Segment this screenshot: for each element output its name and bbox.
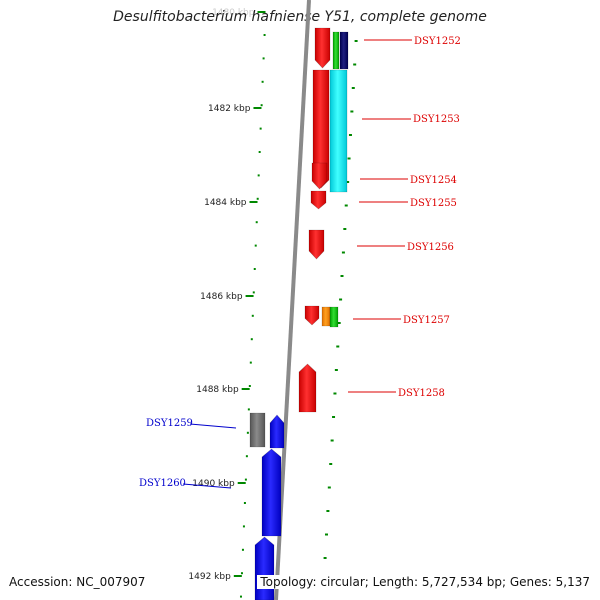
gene-dsy1256[interactable] [308,229,325,260]
gene-label-dsy1257[interactable]: DSY1257 [353,315,450,326]
ruler-tick [253,107,262,109]
gene-label-text: DSY1252 [414,36,461,47]
gene-label-dsy1254[interactable]: DSY1254 [360,175,457,186]
feature-bar-orange[interactable] [321,306,331,327]
leader-line [189,423,237,429]
gene-label-dsy1256[interactable]: DSY1256 [357,242,454,253]
gene-label-text: DSY1259 [146,418,193,429]
gene-label-text: DSY1260 [139,478,186,489]
gene-dsy1252[interactable] [314,27,331,69]
ruler-label: 1484 kbp [204,198,247,208]
ruler-label: 1480 kbp [212,8,255,18]
gene-label-text: DSY1254 [410,175,457,186]
accession-label: Accession: NC_007907 [9,575,146,589]
gene-label-text: DSY1258 [398,388,445,399]
gene-label-dsy1255[interactable]: DSY1255 [359,198,457,209]
gene-label-dsy1259[interactable]: DSY1259 [146,418,237,429]
feature-bar-green-2[interactable] [329,306,339,328]
ruler-tick [245,295,254,297]
gene-dsy1257[interactable] [304,305,320,326]
gene-dsy1260[interactable] [261,448,282,537]
ruler-dots [239,34,266,598]
ruler-label: 1482 kbp [208,104,251,114]
topology-label: Topology: circular; Length: 5,727,534 bp… [257,575,590,589]
gene-dsy1261[interactable] [254,536,275,600]
gene-label-text: DSY1257 [403,315,450,326]
leader-line [182,483,232,489]
gene-dsy1259[interactable] [269,414,285,449]
gene-dsy1254[interactable] [311,162,328,190]
gene-label-text: DSY1253 [413,114,460,125]
ruler-tick [237,482,246,484]
ruler-tick [241,388,250,390]
gene-dsy1253[interactable] [312,69,330,189]
gene-dsy1255[interactable] [310,190,327,210]
ruler-label: 1492 kbp [188,572,231,582]
genome-backbone [274,0,311,600]
feature-bar-gray[interactable] [249,412,266,448]
feature-bar-green-1[interactable] [332,31,340,70]
ruler-tick [249,201,258,203]
ruler-tick [233,575,242,577]
feature-bar-cyan[interactable] [329,69,348,193]
gene-label-dsy1253[interactable]: DSY1253 [362,114,460,125]
gene-label-dsy1258[interactable]: DSY1258 [348,388,445,399]
ruler-tick [257,11,266,13]
gene-label-dsy1252[interactable]: DSY1252 [364,36,461,47]
gene-label-text: DSY1256 [407,242,454,253]
gene-label-dsy1260[interactable]: DSY1260 [139,478,232,489]
gene-label-text: DSY1255 [410,198,457,209]
feature-bar-navy[interactable] [339,31,349,70]
ruler-label: 1490 kbp [192,479,235,489]
ruler-label: 1486 kbp [200,292,243,302]
gene-dsy1258[interactable] [298,363,317,413]
right-track-dots [323,40,358,559]
map-title: Desulfitobacterium hafniense Y51, comple… [113,9,487,25]
ruler-label: 1488 kbp [196,385,239,395]
